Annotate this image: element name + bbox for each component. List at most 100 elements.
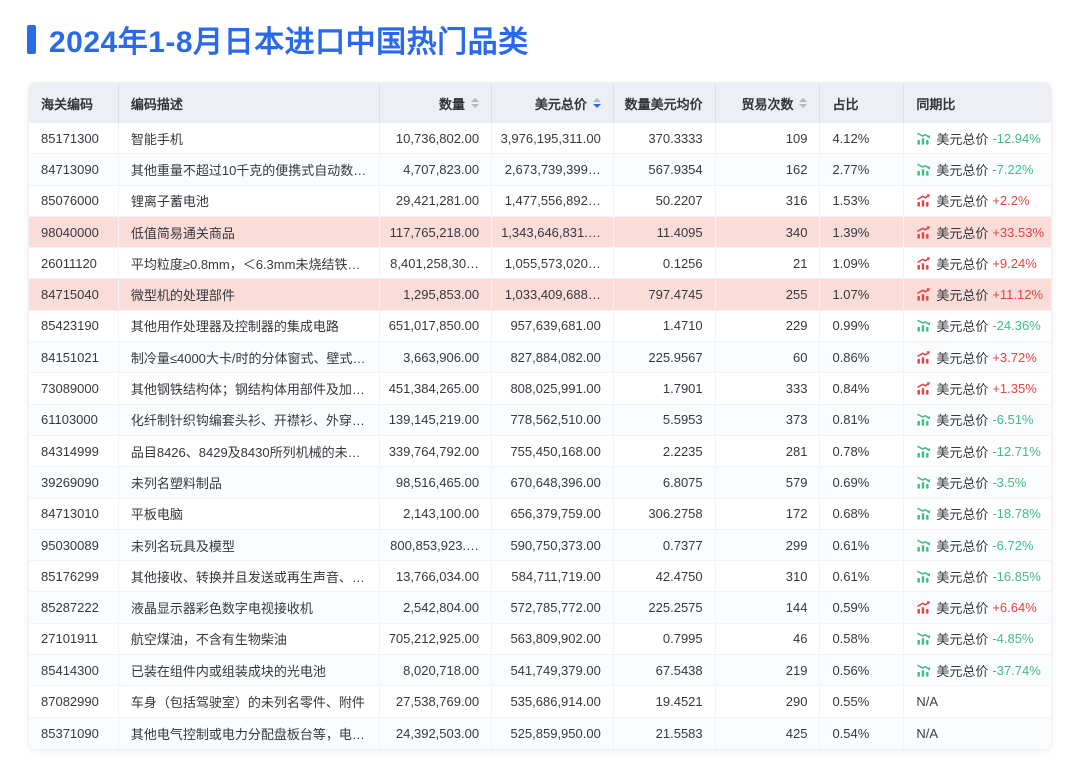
table-row[interactable]: 85176299 其他接收、转换并且发送或再生声音、… 13,766,034.00 5… [29, 561, 1051, 593]
trend-down-icon [916, 412, 931, 427]
table-row[interactable]: 39269090 未列名塑料制品 98,516,465.00 670,648,396.… [29, 467, 1051, 499]
cell-trades: 281 [715, 435, 821, 468]
cell-desc: 未列名玩具及模型 [118, 529, 381, 562]
cell-trades: 219 [715, 655, 821, 687]
table-row[interactable]: 85076000 锂离子蓄电池 29,421,281.00 1,477,556,892… [29, 185, 1051, 217]
table-row[interactable]: 84713090 其他重量不超过10千克的便携式自动数… 4,707,823.00 2… [29, 154, 1051, 186]
hot-categories-table: 海关编码 编码描述 数量 美元总价 数量美元均价 贸易次数 占比 同期比 85171300 智能… [28, 82, 1052, 750]
trend-down-icon [916, 444, 931, 459]
column-header-desc: 编码描述 [119, 83, 381, 123]
cell-trades: 172 [715, 498, 821, 530]
table-row[interactable]: 85371090 其他电气控制或电力分配盘板台等，电… 24,392,503.00 5… [29, 717, 1051, 749]
cell-trades: 579 [715, 467, 821, 499]
yoy-percent: -12.94% [992, 130, 1041, 146]
trend-down-icon [916, 631, 931, 646]
cell-usd: 755,450,168.00 [492, 435, 614, 468]
cell-code: 84314999 [29, 435, 119, 468]
cell-avg: 11.4095 [613, 216, 716, 249]
table-row[interactable]: 85171300 智能手机 10,736,802.00 3,976,195,311.0… [29, 123, 1051, 155]
cell-desc: 其他重量不超过10千克的便携式自动数… [118, 154, 381, 186]
table-row[interactable]: 84314999 品目8426、8429及8430所列机械的未… 339,764,7… [29, 435, 1051, 468]
cell-usd: 541,749,379.00 [492, 655, 614, 687]
cell-yoy: N/A [904, 686, 1051, 718]
cell-share: 0.58% [820, 623, 905, 656]
cell-share: 0.69% [820, 467, 905, 499]
cell-avg: 370.3333 [613, 123, 716, 155]
cell-yoy: 美元总价 -7.22% [904, 154, 1051, 186]
yoy-metric-label: 美元总价 [936, 162, 989, 178]
cell-desc: 其他电气控制或电力分配盘板台等，电… [119, 717, 381, 749]
cell-usd: 590,750,373.00 [492, 529, 614, 562]
cell-code: 84713010 [29, 498, 119, 530]
cell-code: 85076000 [29, 185, 119, 217]
table-row[interactable]: 95030089 未列名玩具及模型 800,853,923.… 590,750,373… [29, 529, 1051, 562]
table-row[interactable]: 85423190 其他用作处理器及控制器的集成电路 651,017,850.00 95… [29, 310, 1051, 343]
cell-trades: 290 [715, 686, 821, 718]
cell-code: 84151021 [29, 342, 119, 374]
title-accent-bar [27, 24, 36, 54]
yoy-percent: -4.85% [992, 631, 1034, 647]
table-row[interactable]: 27101911 航空煤油，不含有生物柴油 705,212,925.00 563,80… [29, 623, 1051, 656]
column-label: 美元总价 [534, 96, 587, 112]
page-title: 2024年1-8月日本进口中国热门品类 [49, 26, 529, 59]
table-row[interactable]: 84151021 制冷量≤4000大卡/时的分体窗式、壁式… 3,663,906.0… [29, 342, 1051, 374]
cell-desc: 其他用作处理器及控制器的集成电路 [118, 310, 381, 343]
yoy-na-value: N/A [916, 693, 938, 709]
cell-share: 0.61% [820, 561, 905, 593]
table-row[interactable]: 61103000 化纤制针织钩编套头衫、开襟衫、外穿… 139,145,219.00… [29, 404, 1051, 436]
cell-share: 1.09% [820, 248, 905, 280]
cell-qty: 29,421,281.00 [380, 185, 493, 217]
cell-code: 26011120 [29, 248, 119, 280]
cell-trades: 21 [715, 248, 821, 280]
cell-avg: 5.5953 [613, 404, 716, 436]
table-row[interactable]: 73089000 其他钢铁结构体；钢结构体用部件及加… 451,384,265.00… [29, 373, 1051, 405]
cell-desc: 航空煤油，不含有生物柴油 [118, 623, 381, 656]
cell-trades: 46 [715, 623, 821, 656]
cell-yoy: 美元总价 +1.35% [904, 373, 1051, 405]
cell-avg: 6.8075 [613, 467, 716, 499]
cell-usd: 535,686,914.00 [492, 686, 614, 718]
table-row[interactable]: 84713010 平板电脑 2,143,100.00 656,379,759.00 30… [29, 498, 1051, 530]
cell-yoy: 美元总价 +33.53% [904, 217, 1051, 249]
cell-trades: 60 [715, 342, 821, 374]
yoy-metric-label: 美元总价 [936, 350, 989, 366]
cell-avg: 225.2575 [613, 592, 716, 624]
cell-qty: 3,663,906.00 [380, 342, 493, 374]
cell-qty: 339,764,792.00 [380, 435, 493, 468]
cell-desc: 化纤制针织钩编套头衫、开襟衫、外穿… [118, 404, 381, 436]
cell-desc: 未列名塑料制品 [118, 467, 381, 499]
column-header-qty[interactable]: 数量 [380, 83, 493, 123]
cell-qty: 451,384,265.00 [380, 373, 493, 405]
cell-desc: 液晶显示器彩色数字电视接收机 [118, 592, 381, 624]
column-header-share: 占比 [820, 83, 905, 123]
cell-yoy: N/A [904, 718, 1051, 749]
table-row[interactable]: 85287222 液晶显示器彩色数字电视接收机 2,542,804.00 572,78… [29, 592, 1051, 624]
cell-desc: 品目8426、8429及8430所列机械的未… [118, 435, 381, 468]
table-row[interactable]: 26011120 平均粒度≥0.8mm，＜6.3mm未烧结铁… 8,401,258,… [29, 248, 1051, 280]
yoy-metric-label: 美元总价 [936, 475, 989, 491]
column-header-trades[interactable]: 贸易次数 [716, 83, 821, 123]
trend-down-icon [916, 506, 931, 521]
cell-avg: 2.2235 [613, 435, 716, 468]
yoy-percent: -18.78% [992, 506, 1041, 522]
cell-trades: 316 [715, 185, 821, 217]
table-row[interactable]: 84715040 微型机的处理部件 1,295,853.00 1,033,409,68… [29, 279, 1051, 311]
cell-avg: 42.4750 [613, 561, 716, 593]
cell-usd: 827,884,082.00 [492, 342, 614, 374]
cell-qty: 4,707,823.00 [380, 154, 493, 186]
cell-share: 1.53% [820, 185, 905, 217]
cell-share: 0.81% [820, 404, 905, 436]
cell-yoy: 美元总价 -12.94% [904, 123, 1051, 155]
column-label: 同期比 [916, 96, 956, 112]
trend-down-icon [916, 538, 931, 553]
trend-up-icon [916, 600, 931, 615]
cell-qty: 800,853,923.… [380, 529, 493, 562]
table-row[interactable]: 98040000 低值简易通关商品 117,765,218.00 1,343,646,… [29, 216, 1051, 249]
cell-code: 85423190 [29, 310, 119, 343]
table-row[interactable]: 87082990 车身（包括驾驶室）的未列名零件、附件 27,538,769.00 5… [29, 686, 1051, 718]
column-header-usd[interactable]: 美元总价 [492, 83, 614, 123]
cell-trades: 373 [715, 404, 821, 436]
cell-avg: 225.9567 [613, 342, 716, 374]
cell-code: 73089000 [29, 373, 119, 405]
table-row[interactable]: 85414300 已装在组件内或组装成块的光电池 8,020,718.00 541,7… [29, 655, 1051, 687]
